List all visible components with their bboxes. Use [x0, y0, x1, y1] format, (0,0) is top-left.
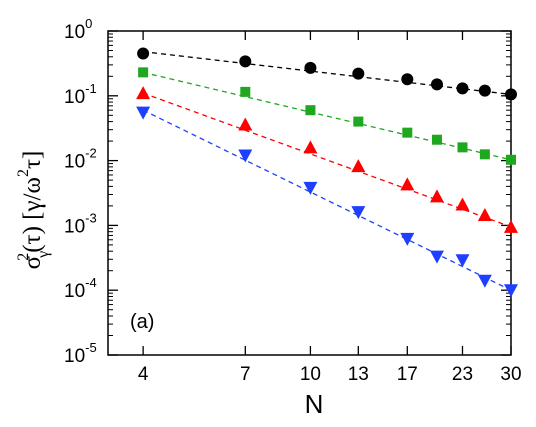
data-point	[455, 197, 470, 211]
data-point	[477, 207, 492, 221]
y-tick-exponent: -2	[85, 146, 97, 161]
data-point	[351, 206, 366, 220]
y-tick-label: 10-2	[64, 146, 97, 173]
data-point	[239, 55, 252, 68]
x-axis-title: N	[305, 389, 324, 419]
fit-line	[142, 109, 512, 291]
data-point	[238, 149, 253, 163]
y-tick-exponent: -5	[85, 340, 97, 355]
x-tick-label: 10	[300, 364, 321, 385]
y-axis-sigma: σ	[19, 255, 46, 269]
data-point	[504, 284, 518, 298]
data-point	[506, 154, 516, 165]
fit-lines	[142, 51, 512, 291]
data-point	[352, 67, 365, 80]
x-tick-label: 17	[397, 364, 418, 385]
data-point	[505, 88, 517, 101]
y-axis-tail: τ]	[19, 151, 46, 169]
data-point	[136, 106, 151, 120]
x-tick-label: 13	[348, 364, 369, 385]
data-point	[136, 86, 151, 100]
fit-line	[142, 71, 512, 161]
data-point	[455, 254, 470, 268]
data-point	[351, 159, 366, 173]
data-point	[400, 232, 415, 246]
data-point	[429, 250, 444, 264]
data-point	[402, 127, 413, 138]
y-tick-exponent: -3	[85, 210, 97, 225]
data-point	[430, 78, 443, 91]
data-point	[429, 189, 444, 203]
y-axis-arg: (τ) [γ/ω	[19, 177, 46, 253]
data-point	[478, 84, 491, 97]
y-tick-exponent: -4	[85, 275, 97, 290]
y-axis-sup2: 2	[15, 169, 32, 177]
y-tick-label: 10-5	[64, 340, 97, 367]
data-point	[401, 73, 414, 86]
y-tick-label: 10-1	[64, 81, 97, 108]
axis-ticks	[108, 30, 512, 356]
data-point	[353, 116, 364, 127]
data-point	[303, 140, 318, 154]
data-point	[304, 61, 317, 74]
data-markers	[136, 47, 518, 298]
data-point	[479, 149, 490, 160]
data-point	[305, 105, 316, 116]
panel-label: (a)	[130, 311, 154, 333]
data-point	[431, 134, 442, 145]
data-point	[504, 219, 518, 233]
data-point	[138, 67, 149, 78]
y-tick-label: 100	[64, 16, 92, 43]
data-point	[457, 142, 468, 153]
data-point	[238, 117, 253, 131]
x-tick-label: 23	[452, 364, 473, 385]
x-tick-label: 30	[500, 364, 521, 385]
y-tick-label: 10-3	[64, 210, 97, 237]
y-axis-sub: γ	[35, 251, 52, 259]
plot-frame	[107, 30, 512, 356]
y-tick-exponent: -1	[85, 81, 97, 96]
fit-line	[143, 51, 512, 96]
data-point	[240, 86, 251, 97]
y-tick-label: 10-4	[64, 275, 97, 302]
x-tick-label: 4	[138, 364, 149, 385]
data-point	[303, 181, 318, 195]
y-axis-sup: 2	[15, 253, 32, 261]
data-point	[456, 82, 469, 95]
x-tick-label: 7	[240, 364, 251, 385]
data-point	[400, 177, 415, 191]
fit-line	[142, 92, 512, 228]
y-tick-exponent: 0	[85, 16, 92, 31]
data-point	[477, 274, 492, 288]
data-point	[137, 47, 150, 60]
y-axis-title: σγ2(τ) [γ/ω2τ]	[15, 151, 52, 270]
